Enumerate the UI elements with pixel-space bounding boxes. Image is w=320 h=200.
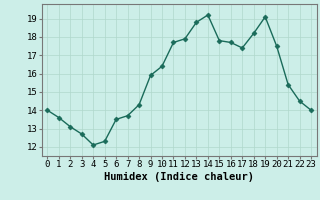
X-axis label: Humidex (Indice chaleur): Humidex (Indice chaleur) [104,172,254,182]
